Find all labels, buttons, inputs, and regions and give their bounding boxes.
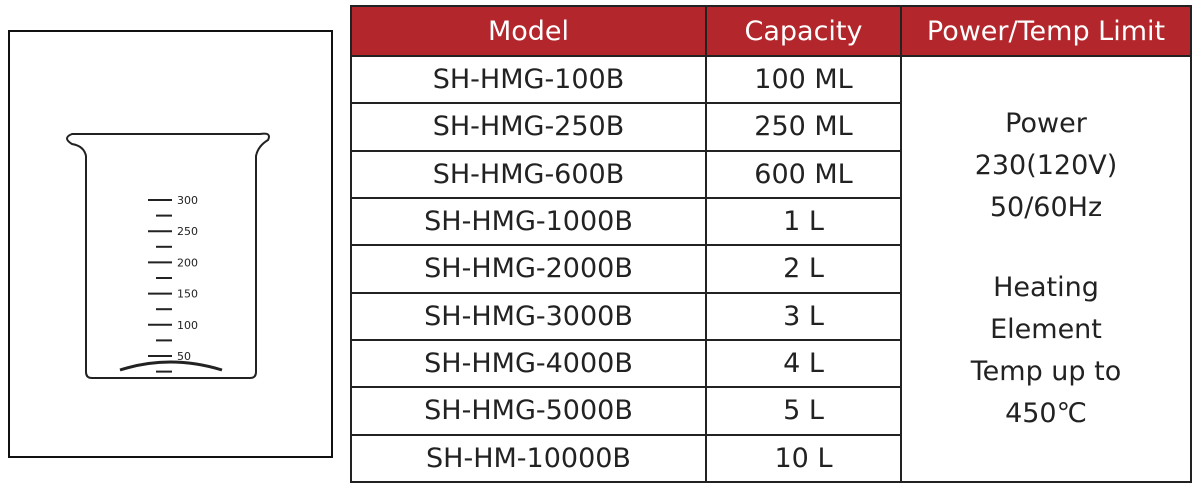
power-line: 50/60Hz: [989, 192, 1103, 223]
graduations: 300 250 200 150 100 50: [148, 194, 198, 373]
graduation-label: 300: [177, 194, 198, 207]
header-cell: Power/Temp Limit: [900, 5, 1192, 57]
model-cell: SH-HMG-600B: [350, 149, 707, 199]
capacity-cell: 10 L: [705, 433, 902, 484]
model-cell: SH-HMG-1000B: [350, 196, 707, 247]
heating-line: 450℃: [1005, 398, 1087, 429]
model-cell: SH-HMG-4000B: [350, 338, 707, 389]
model-cell: SH-HM-10000B: [350, 433, 707, 484]
model-cell: SH-HMG-2000B: [350, 244, 707, 294]
model-cell: SH-HMG-3000B: [350, 291, 707, 341]
header-row: Model Capacity Power/Temp Limit: [350, 5, 1192, 57]
capacity-cell: 5 L: [705, 386, 902, 436]
header-cell: Capacity: [705, 5, 902, 57]
table-row: SH-HMG-250B 250 ML: [350, 102, 1191, 152]
capacity-cell: 2 L: [705, 244, 902, 294]
capacity-cell: 250 ML: [705, 102, 902, 152]
capacity-cell: 1 L: [705, 196, 902, 247]
capacity-cell: 600 ML: [705, 149, 902, 199]
beaker-base: [119, 360, 223, 372]
spec-table: Model Capacity Power/Temp Limit SH-HMG-100…: [350, 5, 1192, 484]
table-row: SH-HMG-5000B 5 L: [350, 386, 1191, 436]
table-row: SH-HMG-4000B 4 L: [350, 338, 1191, 389]
table-row: SH-HM-10000B 10 L: [350, 433, 1191, 484]
model-cell: SH-HMG-5000B: [350, 386, 707, 436]
power-line: 230(120V): [974, 150, 1118, 181]
beaker-figure: 300 250 200 150 100 50: [8, 30, 333, 458]
table-row: SH-HMG-600B 600 ML: [350, 149, 1191, 199]
power-line: Power: [1005, 108, 1087, 139]
capacity-cell: 100 ML: [705, 54, 902, 105]
merged-cell: Power 230(120V) 50/60Hz Heating Element Temp …: [900, 55, 1192, 483]
heating-line: Heating: [993, 272, 1099, 303]
table-row: SH-HMG-3000B 3 L: [350, 291, 1191, 341]
graduation-label: 100: [177, 319, 198, 332]
heating-line: Temp up to: [970, 356, 1122, 387]
graduation-label: 200: [177, 256, 198, 269]
graduation-label: 50: [177, 350, 191, 363]
table-body: SH-HMG-100B 100 ML Power 230(120V) 50/60Hz He…: [350, 54, 1192, 484]
table-row: SH-HMG-100B 100 ML Power 230(120V) 50/60Hz He…: [350, 54, 1192, 483]
capacity-cell: 4 L: [705, 338, 902, 389]
graduation-label: 150: [177, 288, 198, 301]
heating-line: Element: [990, 314, 1102, 345]
spacer: [902, 229, 1190, 267]
model-cell: SH-HMG-100B: [350, 54, 707, 105]
beaker-outline: [66, 132, 270, 379]
header-cell: Model: [350, 5, 707, 57]
graduation-label: 250: [177, 225, 198, 238]
table-row: SH-HMG-1000B 1 L: [350, 196, 1191, 247]
table-row: SH-HMG-2000B 2 L: [350, 244, 1191, 294]
model-cell: SH-HMG-250B: [350, 102, 707, 152]
capacity-cell: 3 L: [705, 291, 902, 341]
beaker-drawing: 300 250 200 150 100 50: [66, 132, 270, 379]
